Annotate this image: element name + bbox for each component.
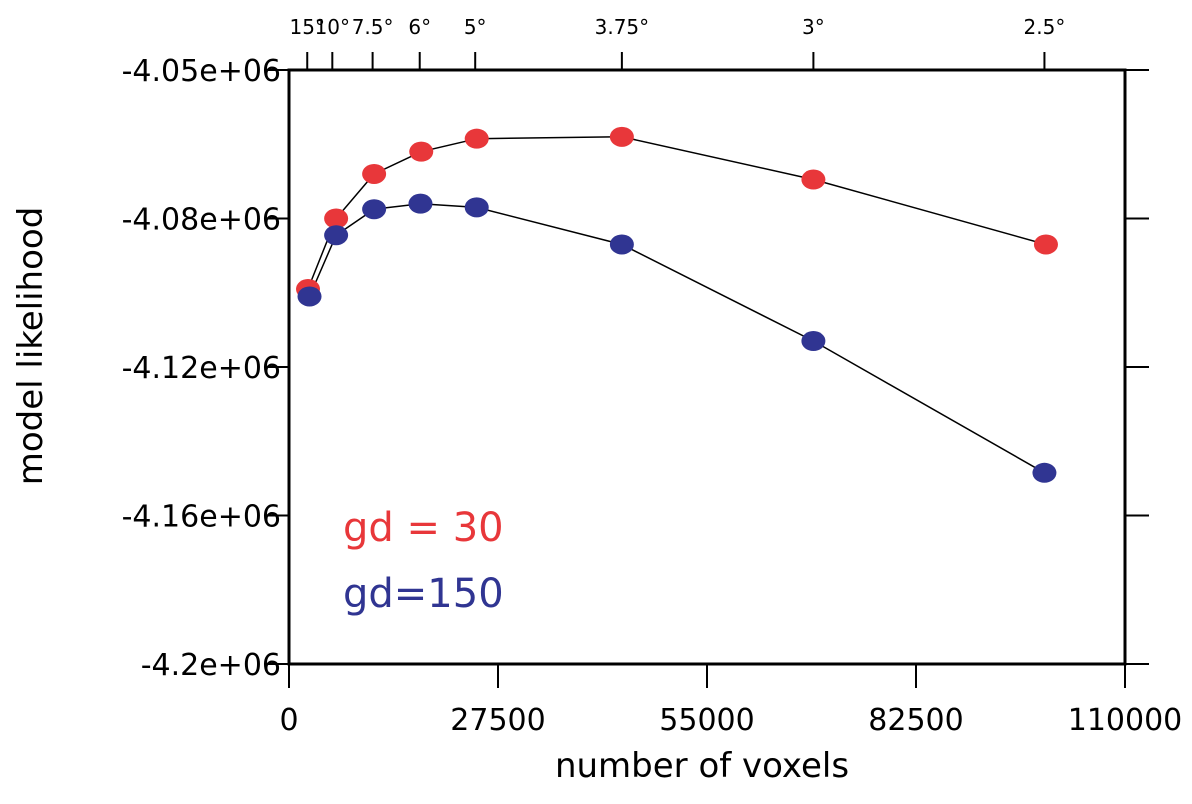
data-point-series-0 bbox=[324, 208, 349, 229]
data-point-series-0 bbox=[362, 163, 387, 184]
data-point-series-1 bbox=[362, 199, 387, 220]
points-layer bbox=[296, 126, 1058, 483]
data-point-series-1 bbox=[324, 225, 349, 246]
y-tick-label: -4.2e+06 bbox=[141, 648, 281, 683]
x-tick-label: 27500 bbox=[450, 703, 545, 738]
y-tick-label: -4.08e+06 bbox=[122, 203, 281, 238]
data-point-series-0 bbox=[801, 169, 826, 190]
top-tick-label: 7.5° bbox=[352, 15, 394, 39]
top-tick-label: 3.75° bbox=[595, 15, 650, 39]
x-tick-label: 110000 bbox=[1068, 703, 1183, 738]
data-point-series-0 bbox=[609, 126, 634, 147]
top-tick-label: 5° bbox=[464, 15, 487, 39]
data-point-series-1 bbox=[408, 193, 433, 214]
data-point-series-1 bbox=[1032, 462, 1057, 483]
data-point-series-0 bbox=[464, 128, 489, 149]
y-tick-label: -4.12e+06 bbox=[122, 351, 281, 386]
top-tick-label: 6° bbox=[408, 15, 431, 39]
y-tick-label: -4.16e+06 bbox=[122, 500, 281, 535]
ticks-layer bbox=[265, 52, 1149, 688]
top-tick-label: 3° bbox=[802, 15, 825, 39]
x-tick-label: 82500 bbox=[868, 703, 963, 738]
legend-entry-gd30: gd = 30 bbox=[343, 505, 504, 551]
labels-layer: -4.05e+06 -4.08e+06 -4.12e+06 -4.16e+06 -4.2… bbox=[122, 15, 1183, 738]
legend-entry-gd150: gd=150 bbox=[343, 571, 504, 617]
top-tick-label: 10° bbox=[315, 15, 350, 39]
y-axis-title: model likelihood bbox=[11, 207, 51, 486]
data-point-series-0 bbox=[409, 141, 434, 162]
y-tick-label: -4.05e+06 bbox=[122, 54, 281, 89]
data-point-series-1 bbox=[464, 197, 489, 218]
lines-layer bbox=[307, 136, 1047, 474]
data-point-series-1 bbox=[801, 331, 826, 352]
series-line-1 bbox=[308, 202, 1045, 474]
x-tick-label: 55000 bbox=[659, 703, 754, 738]
top-tick-label: 2.5° bbox=[1024, 15, 1066, 39]
x-axis-title: number of voxels bbox=[555, 746, 849, 786]
data-point-series-1 bbox=[297, 286, 322, 307]
data-point-series-0 bbox=[1033, 234, 1058, 255]
data-point-series-1 bbox=[609, 234, 634, 255]
x-tick-label: 0 bbox=[279, 703, 298, 738]
top-tick-label: 15° bbox=[290, 15, 325, 39]
